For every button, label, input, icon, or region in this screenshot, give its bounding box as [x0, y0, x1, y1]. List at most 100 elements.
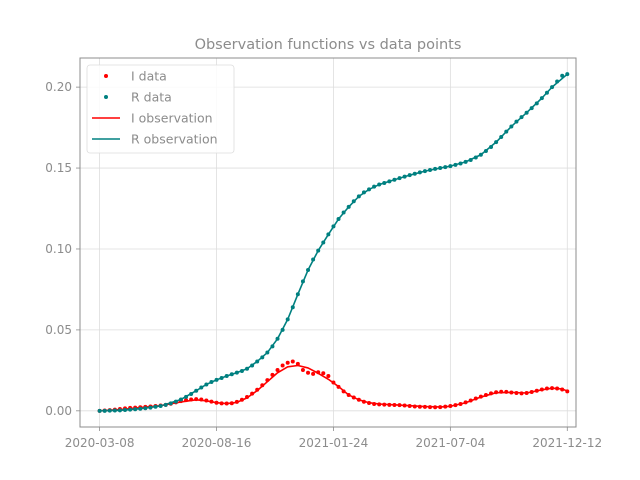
- r-data-point: [367, 187, 372, 192]
- r-data-point: [412, 171, 417, 176]
- i-data-point: [382, 402, 387, 407]
- i-data-point: [219, 401, 224, 406]
- i-data-point: [539, 387, 544, 392]
- i-data-point: [194, 397, 199, 402]
- r-data-point: [483, 149, 488, 154]
- r-data-point: [184, 394, 189, 399]
- i-data-point: [468, 398, 473, 403]
- r-data-point: [494, 140, 499, 145]
- r-data-point: [539, 96, 544, 101]
- i-data-point: [239, 397, 244, 402]
- i-data-point: [326, 374, 331, 379]
- r-data-point: [102, 408, 107, 413]
- r-data-point: [514, 119, 519, 124]
- chart-title: Observation functions vs data points: [195, 37, 462, 53]
- i-data-point: [367, 401, 372, 406]
- r-data-point: [519, 115, 524, 120]
- i-data-point: [204, 398, 209, 403]
- i-data-point: [428, 405, 433, 410]
- r-data-point: [123, 408, 128, 413]
- r-data-point: [234, 370, 239, 375]
- i-data-point: [250, 391, 255, 396]
- i-data-point: [560, 387, 565, 392]
- r-data-point: [214, 377, 219, 382]
- y-tick-label: 0.10: [45, 242, 72, 256]
- legend-marker: [104, 74, 108, 78]
- r-data-point: [239, 369, 244, 373]
- i-data-point: [336, 384, 341, 389]
- r-data-point: [189, 391, 194, 396]
- r-data-point: [346, 204, 351, 209]
- x-tick-label: 2021-01-24: [299, 436, 369, 450]
- r-data-point: [458, 161, 463, 166]
- i-data-point: [402, 403, 407, 408]
- r-data-point: [387, 179, 392, 184]
- r-data-point: [143, 406, 148, 411]
- r-data-point: [407, 173, 412, 178]
- r-data-point: [138, 406, 143, 411]
- r-data-point: [148, 405, 153, 410]
- r-data-point: [168, 401, 173, 406]
- r-data-point: [275, 336, 280, 341]
- r-data-point: [209, 380, 214, 385]
- i-data-point: [295, 361, 300, 366]
- i-data-point: [356, 397, 361, 402]
- i-data-point: [448, 403, 453, 408]
- r-data-point: [453, 162, 458, 167]
- i-data-point: [275, 368, 280, 373]
- i-data-point: [214, 400, 219, 405]
- i-data-point: [331, 380, 336, 385]
- r-data-point: [321, 240, 326, 245]
- r-data-point: [428, 167, 433, 172]
- r-data-point: [270, 344, 275, 349]
- i-data-point: [478, 394, 483, 399]
- r-data-point: [199, 385, 204, 390]
- legend-label: I data: [131, 69, 167, 84]
- i-data-point: [524, 391, 529, 396]
- r-data-point: [306, 268, 311, 273]
- r-data-point: [438, 166, 443, 171]
- r-data-point: [295, 292, 300, 297]
- legend: I data R data I observation R observation: [86, 64, 235, 154]
- r-data-point: [178, 397, 183, 402]
- i-data-point: [412, 404, 417, 409]
- r-data-point: [97, 408, 102, 413]
- i-data-point: [392, 402, 397, 407]
- plot-frame: [79, 57, 577, 428]
- y-tick-label: 0.00: [45, 404, 72, 418]
- r-data-point: [468, 157, 473, 162]
- i-data-point: [290, 359, 295, 364]
- legend-label: R observation: [131, 132, 218, 147]
- r-data-point: [443, 165, 448, 170]
- i-data-point: [280, 363, 285, 368]
- x-tick-label: 2021-07-04: [415, 436, 485, 450]
- r-data-point: [544, 90, 549, 95]
- r-data-point: [560, 73, 565, 78]
- r-data-point: [265, 350, 270, 355]
- i-data-point: [514, 391, 519, 396]
- i-data-point: [504, 389, 509, 394]
- y-tick-label: 0.05: [45, 323, 72, 337]
- r-data-point: [534, 101, 539, 106]
- i-data-point: [489, 391, 494, 396]
- r-data-point: [402, 174, 407, 179]
- r-data-point: [336, 217, 341, 222]
- i-data-point: [316, 370, 321, 375]
- r-data-point: [173, 399, 178, 404]
- i-data-point: [209, 399, 214, 404]
- i-data-point: [387, 402, 392, 407]
- i-data-point: [300, 368, 305, 373]
- i-data-point: [438, 405, 443, 410]
- r-data-point: [133, 407, 138, 412]
- r-data-point: [316, 248, 321, 253]
- r-data-point: [392, 177, 397, 182]
- y-axis: 0.00 0.05 0.10 0.15 0.20: [45, 80, 80, 418]
- r-data-point: [433, 166, 438, 171]
- i-data-point: [265, 378, 270, 383]
- i-data-point: [550, 386, 555, 391]
- plot-area: [97, 72, 570, 413]
- r-data-point: [285, 317, 290, 322]
- r-data-point: [361, 190, 366, 195]
- i-data-point: [270, 372, 275, 377]
